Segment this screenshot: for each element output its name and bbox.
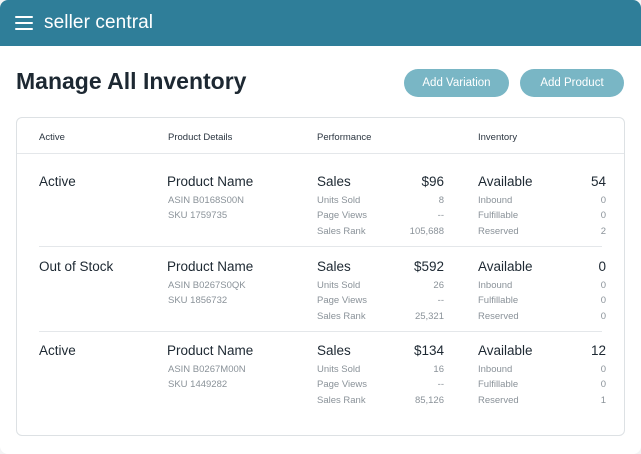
inbound-value: 0 — [600, 195, 606, 206]
units-sold-value: 16 — [433, 364, 444, 375]
page-views-label: Page Views — [317, 210, 367, 221]
sku-text: SKU 1856732 — [168, 295, 228, 306]
status-text: Out of Stock — [39, 259, 114, 274]
header-divider — [17, 153, 624, 154]
fulfillable-value: 0 — [600, 295, 606, 306]
table-row[interactable]: Out of Stock Product Name ASIN B0267S0QK… — [17, 259, 624, 343]
table-row[interactable]: Active Product Name ASIN B0267M00N SKU 1… — [17, 343, 624, 427]
page-title: Manage All Inventory — [16, 68, 247, 94]
sales-value: $592 — [413, 259, 444, 274]
sales-rank-value: 25,321 — [414, 311, 444, 322]
available-value: 12 — [590, 343, 606, 358]
page-views-label: Page Views — [317, 379, 367, 390]
available-label: Available — [478, 343, 533, 358]
add-variation-button[interactable]: Add Variation — [404, 69, 509, 97]
product-name-link[interactable]: Product Name — [167, 343, 254, 358]
reserved-label: Reserved — [478, 226, 519, 237]
inbound-label: Inbound — [478, 364, 513, 375]
fulfillable-value: 0 — [600, 210, 606, 221]
reserved-label: Reserved — [478, 395, 519, 406]
product-name-link[interactable]: Product Name — [167, 174, 254, 189]
column-header-performance[interactable]: Performance — [317, 132, 372, 143]
inbound-label: Inbound — [478, 195, 513, 206]
sales-label: Sales — [317, 174, 351, 189]
reserved-value: 2 — [600, 226, 606, 237]
reserved-value: 1 — [600, 395, 606, 406]
asin-text: ASIN B0168S00N — [168, 195, 245, 206]
brand-logo-text: seller central — [44, 12, 154, 33]
table-row[interactable]: Active Product Name ASIN B0168S00N SKU 1… — [17, 174, 624, 258]
column-header-inventory[interactable]: Inventory — [478, 132, 518, 143]
sku-text: SKU 1449282 — [168, 379, 228, 390]
sku-text: SKU 1759735 — [168, 210, 228, 221]
reserved-label: Reserved — [478, 311, 519, 322]
sales-label: Sales — [317, 343, 351, 358]
row-divider — [39, 246, 602, 247]
fulfillable-value: 0 — [600, 379, 606, 390]
asin-text: ASIN B0267M00N — [168, 364, 246, 375]
units-sold-label: Units Sold — [317, 364, 361, 375]
reserved-value: 0 — [600, 311, 606, 322]
inbound-label: Inbound — [478, 280, 513, 291]
row-divider — [39, 331, 602, 332]
fulfillable-label: Fulfillable — [478, 295, 519, 306]
page-views-value: -- — [437, 295, 444, 306]
hamburger-menu-icon[interactable] — [15, 16, 33, 30]
available-label: Available — [478, 174, 533, 189]
units-sold-label: Units Sold — [317, 280, 361, 291]
add-product-button[interactable]: Add Product — [520, 69, 624, 97]
sales-rank-value: 85,126 — [414, 395, 444, 406]
page-views-label: Page Views — [317, 295, 367, 306]
page-views-value: -- — [437, 210, 444, 221]
status-text: Active — [39, 343, 76, 358]
top-bar: seller central — [0, 0, 641, 46]
inventory-table: Active Product Details Performance Inven… — [16, 117, 625, 436]
page-views-value: -- — [437, 379, 444, 390]
units-sold-value: 8 — [438, 195, 444, 206]
available-value: 54 — [590, 174, 606, 189]
units-sold-value: 26 — [433, 280, 444, 291]
status-text: Active — [39, 174, 76, 189]
fulfillable-label: Fulfillable — [478, 379, 519, 390]
inbound-value: 0 — [600, 280, 606, 291]
sales-rank-label: Sales Rank — [317, 311, 366, 322]
sales-rank-value: 105,688 — [409, 226, 444, 237]
sales-value: $96 — [421, 174, 444, 189]
sales-value: $134 — [413, 343, 444, 358]
asin-text: ASIN B0267S0QK — [168, 280, 246, 291]
sales-rank-label: Sales Rank — [317, 395, 366, 406]
units-sold-label: Units Sold — [317, 195, 361, 206]
product-name-link[interactable]: Product Name — [167, 259, 254, 274]
available-label: Available — [478, 259, 533, 274]
inbound-value: 0 — [600, 364, 606, 375]
column-header-product-details[interactable]: Product Details — [168, 132, 233, 143]
fulfillable-label: Fulfillable — [478, 210, 519, 221]
column-header-active[interactable]: Active — [39, 132, 65, 143]
sales-label: Sales — [317, 259, 351, 274]
available-value: 0 — [598, 259, 606, 274]
sales-rank-label: Sales Rank — [317, 226, 366, 237]
